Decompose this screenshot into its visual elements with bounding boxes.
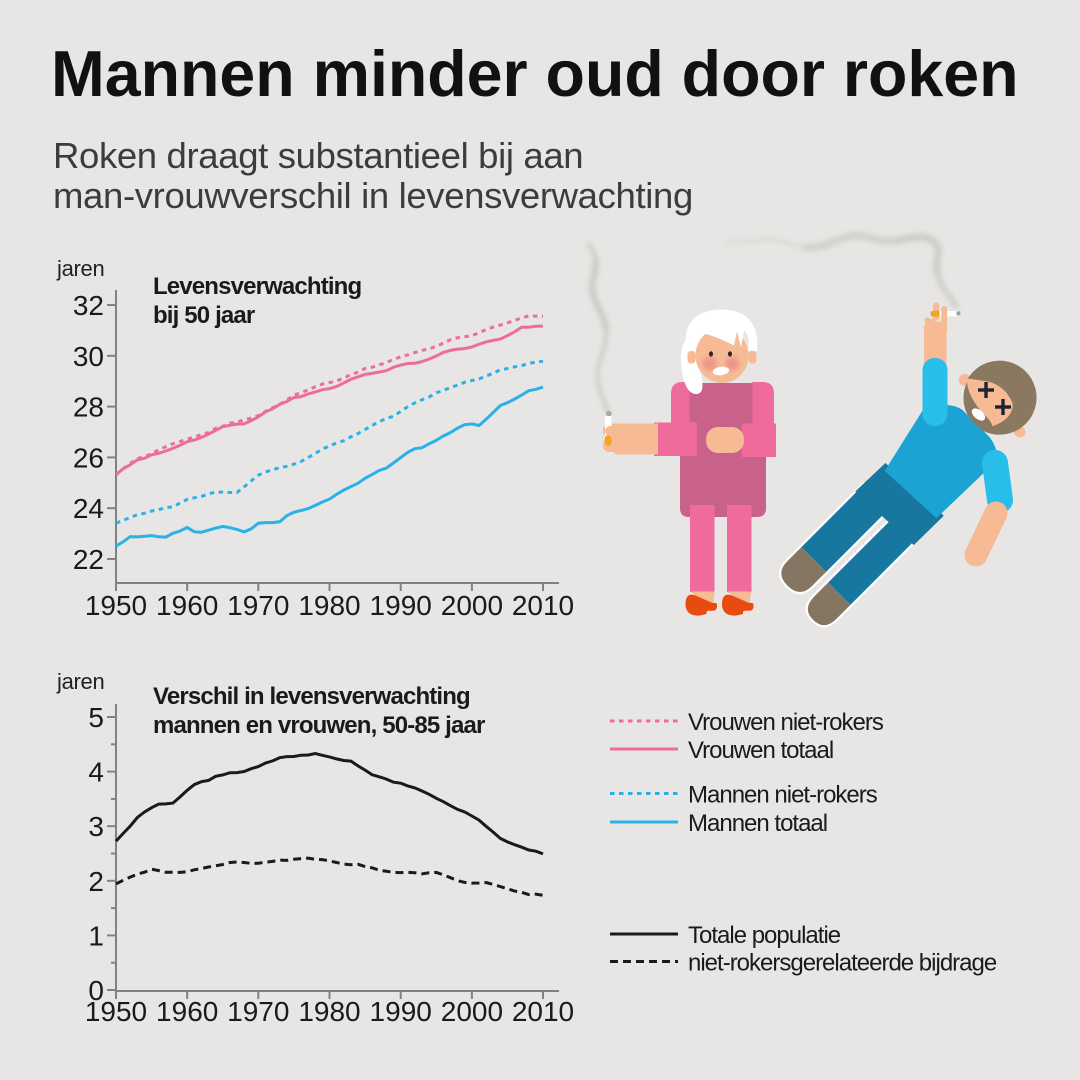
svg-text:1970: 1970 (227, 590, 289, 621)
svg-text:1990: 1990 (370, 996, 432, 1027)
svg-text:bij 50 jaar: bij 50 jaar (153, 302, 255, 329)
svg-text:32: 32 (73, 290, 104, 321)
svg-text:2000: 2000 (441, 996, 503, 1027)
svg-text:1970: 1970 (227, 996, 289, 1027)
svg-text:Verschil in levensverwachting: Verschil in levensverwachting (153, 683, 470, 710)
svg-text:1950: 1950 (85, 996, 147, 1027)
svg-text:Totale populatie: Totale populatie (688, 922, 841, 949)
svg-text:Vrouwen totaal: Vrouwen totaal (688, 737, 833, 764)
svg-text:1: 1 (88, 920, 104, 951)
svg-text:2010: 2010 (512, 590, 574, 621)
svg-text:4: 4 (88, 757, 104, 788)
svg-text:Roken draagt substantieel bij: Roken draagt substantieel bij aan (53, 135, 583, 176)
svg-text:22: 22 (73, 544, 104, 575)
svg-text:2000: 2000 (441, 590, 503, 621)
svg-text:0: 0 (88, 975, 104, 1006)
svg-text:Mannen minder oud door roken: Mannen minder oud door roken (51, 38, 1019, 110)
svg-text:5: 5 (88, 702, 104, 733)
svg-text:24: 24 (73, 493, 104, 524)
svg-text:1980: 1980 (298, 590, 360, 621)
svg-text:2010: 2010 (512, 996, 574, 1027)
svg-text:2: 2 (88, 866, 104, 897)
svg-text:jaren: jaren (56, 669, 104, 694)
svg-text:1960: 1960 (156, 590, 218, 621)
svg-text:1950: 1950 (85, 590, 147, 621)
svg-text:man-vrouwverschil in levensver: man-vrouwverschil in levensverwachting (53, 175, 693, 216)
svg-text:1990: 1990 (370, 590, 432, 621)
svg-text:1960: 1960 (156, 996, 218, 1027)
svg-text:jaren: jaren (56, 256, 104, 281)
svg-text:3: 3 (88, 811, 104, 842)
svg-text:niet-rokersgerelateerde bijdra: niet-rokersgerelateerde bijdrage (688, 950, 997, 977)
svg-text:Mannen niet-rokers: Mannen niet-rokers (688, 782, 878, 809)
svg-text:mannen en vrouwen, 50-85 jaar: mannen en vrouwen, 50-85 jaar (153, 712, 485, 739)
svg-text:1980: 1980 (298, 996, 360, 1027)
svg-text:30: 30 (73, 341, 104, 372)
svg-text:Vrouwen niet-rokers: Vrouwen niet-rokers (688, 709, 884, 736)
svg-text:28: 28 (73, 392, 104, 423)
svg-text:Levensverwachting: Levensverwachting (153, 273, 361, 300)
svg-text:Mannen totaal: Mannen totaal (688, 810, 827, 837)
svg-text:26: 26 (73, 442, 104, 473)
